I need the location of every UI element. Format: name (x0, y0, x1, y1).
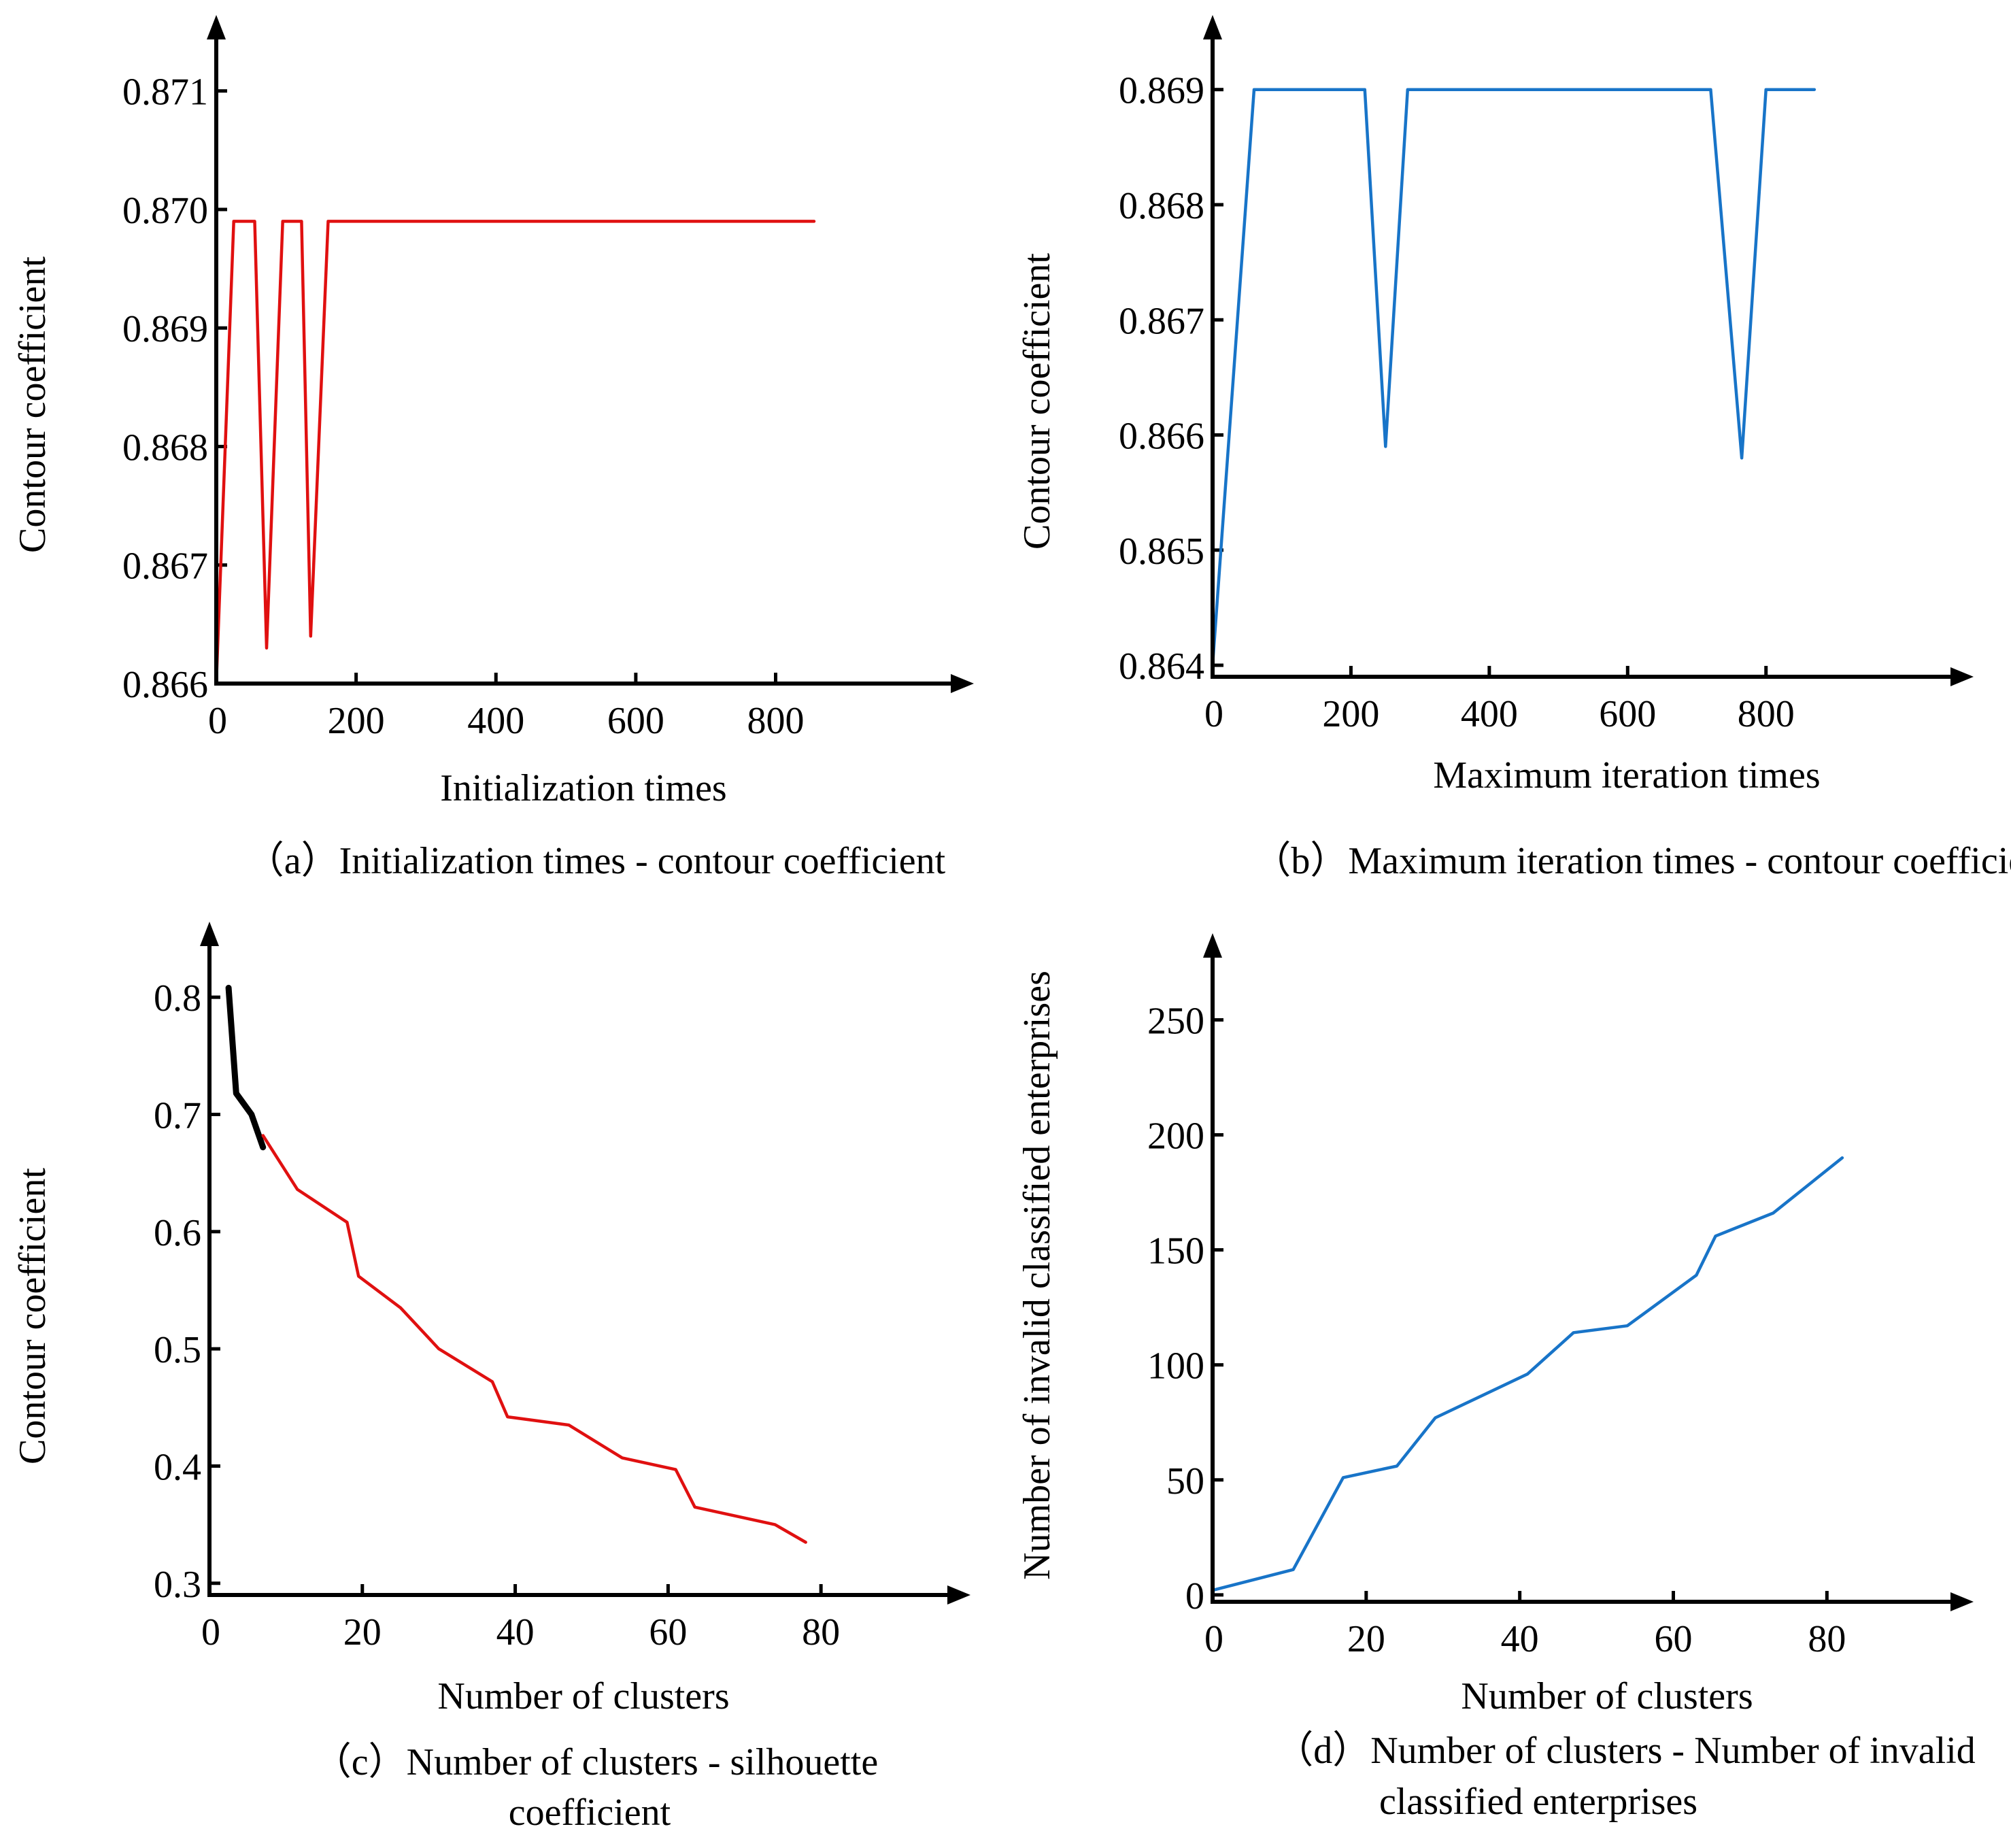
y-axis-title: Contour coefficient (12, 256, 54, 553)
y-axis-title: Contour coefficient (12, 1168, 54, 1464)
caption-line-1: （d）Number of clusters - Number of invali… (1275, 1730, 1976, 1772)
y-tick-label: 0.864 (1119, 645, 1204, 688)
y-tick-label: 0.4 (154, 1446, 201, 1488)
y-tick-label: 0.870 (122, 190, 208, 232)
y-tick-label: 0.5 (154, 1329, 201, 1371)
x-axis-arrow (1950, 667, 1974, 686)
x-tick-label: 200 (328, 700, 385, 742)
y-tick-label: 0.868 (122, 426, 208, 469)
caption-line-2: classified enterprises (1379, 1781, 1697, 1823)
x-tick-label: 40 (496, 1611, 535, 1653)
x-tick-label: 80 (802, 1611, 840, 1653)
x-axis-title: Number of clusters (437, 1675, 729, 1717)
x-tick-label: 20 (343, 1611, 382, 1653)
y-tick-label: 150 (1147, 1230, 1204, 1273)
panel-d: 0 20 40 60 80 0 50 100 150 200 250 Number of clust… (1016, 933, 1976, 1823)
x-tick-label: 60 (649, 1611, 687, 1653)
y-tick-label: 0.866 (122, 664, 208, 706)
x-tick-label: 0 (1204, 693, 1223, 735)
y-axis-arrow (1203, 933, 1222, 958)
y-tick-label: 0.868 (1119, 185, 1204, 227)
y-tick-label: 0.7 (154, 1094, 201, 1137)
y-tick-label: 50 (1166, 1460, 1204, 1502)
x-axis-title: Initialization times (440, 767, 726, 809)
y-axis-arrow (1203, 15, 1222, 39)
panel-a: 0 200 400 600 800 0.866 0.867 0.868 0.869 0.870 0.… (12, 15, 974, 882)
y-tick-label: 0.869 (122, 308, 208, 350)
x-axis-arrow (1950, 1592, 1974, 1611)
y-axis-title: Contour coefficient (1016, 253, 1058, 550)
caption-line-2: coefficient (509, 1792, 671, 1834)
x-axis-title: Maximum iteration times (1433, 754, 1820, 796)
series-line-black-segment (225, 984, 267, 1151)
y-tick-label: 250 (1147, 1000, 1204, 1042)
y-tick-label: 0.3 (154, 1564, 201, 1606)
y-tick-label: 0.6 (154, 1212, 201, 1254)
y-tick-label: 0.869 (1119, 70, 1204, 112)
x-tick-label: 0 (208, 700, 227, 742)
y-axis-arrow (207, 15, 226, 39)
series-line-red-segment (261, 1134, 807, 1544)
series-line-initialization (214, 220, 816, 686)
caption-line-1: （c）Number of clusters - silhouette (314, 1741, 878, 1783)
caption: （a）Initialization times - contour coeffi… (246, 840, 946, 882)
x-tick-label: 40 (1501, 1618, 1539, 1660)
x-tick-label: 600 (1599, 693, 1656, 735)
y-tick-label: 0 (1185, 1575, 1204, 1617)
x-axis-arrow (947, 1585, 970, 1605)
x-tick-label: 80 (1808, 1618, 1846, 1660)
x-tick-label: 400 (1461, 693, 1518, 735)
y-tick-label: 0.866 (1119, 416, 1204, 458)
x-tick-label: 400 (467, 700, 524, 742)
x-tick-label: 800 (747, 700, 805, 742)
y-tick-label: 0.865 (1119, 531, 1204, 573)
series-line-invalid-enterprises (1211, 1156, 1844, 1592)
x-tick-label: 0 (1204, 1618, 1223, 1660)
x-tick-label: 60 (1655, 1618, 1693, 1660)
x-axis-arrow (951, 674, 974, 693)
y-tick-label: 200 (1147, 1115, 1204, 1158)
y-tick-label: 0.867 (122, 545, 208, 588)
caption: （b）Maximum iteration times - contour coe… (1253, 840, 2011, 882)
x-tick-label: 20 (1347, 1618, 1385, 1660)
y-tick-label: 100 (1147, 1345, 1204, 1388)
x-tick-label: 200 (1322, 693, 1379, 735)
y-tick-label: 0.867 (1119, 300, 1204, 342)
y-tick-label: 0.8 (154, 977, 201, 1020)
x-tick-label: 0 (201, 1611, 220, 1653)
x-axis-title: Number of clusters (1461, 1675, 1753, 1717)
x-tick-label: 600 (607, 700, 664, 742)
y-tick-label: 0.871 (122, 71, 208, 114)
y-axis-arrow (200, 922, 219, 946)
series-line-max-iteration (1211, 88, 1816, 667)
panel-c: 0 20 40 60 80 0.3 0.4 0.5 0.6 0.7 0.8 Number of cl… (12, 922, 970, 1834)
x-tick-label: 800 (1738, 693, 1795, 735)
panel-b: 0 200 400 600 800 0.864 0.865 0.866 0.867 0.868 0.… (1016, 15, 2011, 882)
y-axis-title: Number of invalid classified enterprises (1016, 971, 1058, 1580)
